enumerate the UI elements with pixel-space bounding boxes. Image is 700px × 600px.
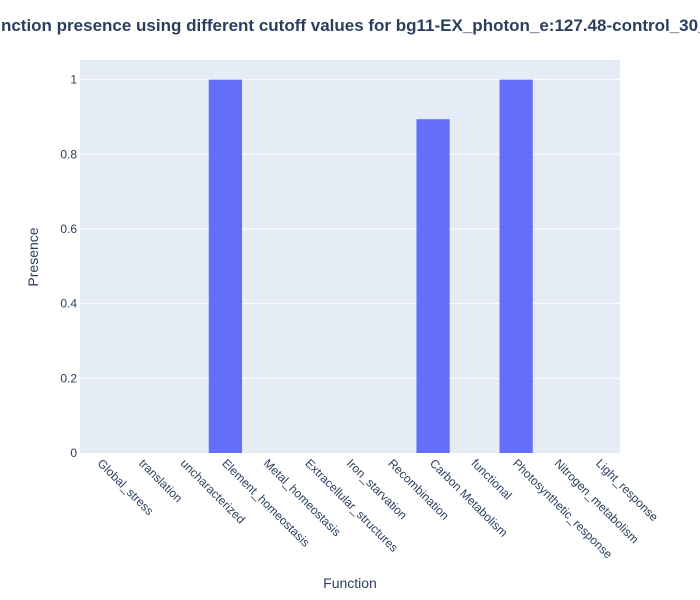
bar-photosynthetic-response (499, 79, 533, 454)
y-tick-label: 0.6 (60, 222, 77, 236)
x-tick-label: Metal_homeostasis (261, 456, 344, 539)
y-tick-labels: 0 0.2 0.4 0.6 0.8 1 (60, 73, 77, 460)
x-tick-labels: Global_stresstranslationuncharacterizedE… (95, 456, 662, 561)
x-axis-title: Function (323, 575, 377, 591)
x-tick-label: Carbon Metabolism (427, 456, 510, 539)
y-tick-label: 0.8 (60, 147, 77, 161)
y-axis-title: Presence (25, 227, 41, 286)
y-tick-label: 1 (70, 73, 77, 87)
bars (208, 79, 533, 454)
y-tick-label: 0.2 (60, 371, 77, 385)
bar-element-homeostasis (208, 79, 242, 454)
plot-area (80, 60, 620, 453)
y-tick-label: 0 (70, 446, 77, 460)
bar-carbon-metabolism (416, 119, 450, 453)
y-tick-label: 0.4 (60, 297, 77, 311)
chart-title: Function presence using different cutoff… (0, 16, 700, 35)
